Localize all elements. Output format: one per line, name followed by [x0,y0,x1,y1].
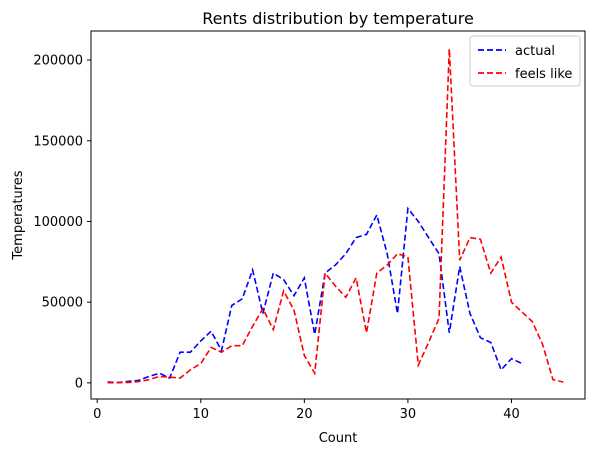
x-tick-label: 10 [193,407,210,422]
y-axis-label: Temperatures [11,170,26,260]
x-axis-ticks: 0 10 20 30 40 [93,399,520,422]
y-axis-ticks: 0 50000 100000 150000 200000 [33,54,91,391]
y-tick-label: 150000 [33,134,83,149]
axes-frame [90,30,586,400]
series-line-feels-like [107,48,564,384]
x-tick-label: 20 [296,407,313,422]
x-tick-label: 30 [400,407,417,422]
series-layer [107,48,564,384]
y-tick-label: 200000 [33,54,83,69]
plot-area [90,30,586,400]
x-tick-label: 40 [503,407,520,422]
legend-label-actual: actual [515,44,555,59]
y-tick-label: 50000 [42,296,83,311]
legend-label-feels-like: feels like [515,67,572,82]
y-tick-label: 100000 [33,215,83,230]
chart-title: Rents distribution by temperature [202,9,474,28]
series-line-actual [107,206,523,384]
x-tick-label: 0 [93,407,101,422]
legend: actual feels like [469,35,581,87]
x-axis-label: Count [319,431,358,446]
y-tick-label: 0 [75,376,83,391]
